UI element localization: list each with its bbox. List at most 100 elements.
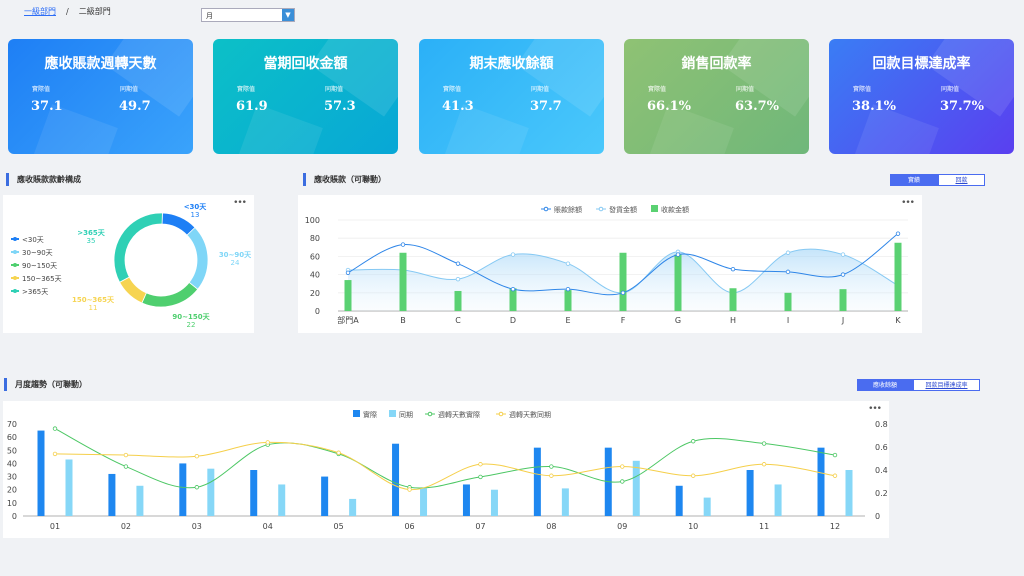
tab-target-rate[interactable]: 回款目標達成率: [913, 379, 980, 391]
x-tick-label: 11: [759, 522, 769, 531]
line-point: [840, 272, 846, 277]
kpi-card[interactable]: 期末應收餘額 實際值 同期值 41.3 37.7: [419, 39, 604, 154]
line-point: [832, 452, 838, 458]
x-tick-label: G: [675, 316, 681, 325]
receivable-panel: ••• 0 20 40 60 80 100 部門A B C D E F G H I J K 賬款餘額 發貨金額 收款金…: [298, 195, 922, 333]
chevron-down-icon[interactable]: ▼: [282, 9, 294, 21]
kpi-actual-label: 實際值: [32, 86, 51, 93]
x-tick-label: C: [455, 316, 461, 325]
bar: [250, 470, 258, 516]
kpi-prior-label: 同期值: [325, 86, 344, 93]
kpi-actual-label: 實際值: [853, 86, 872, 93]
line-series: [54, 428, 836, 489]
bar: [278, 484, 286, 516]
kpi-actual-label: 實際值: [648, 86, 667, 93]
aging-more-icon[interactable]: •••: [233, 198, 247, 208]
y-left-tick-label: 30: [7, 473, 17, 482]
kpi-actual-label: 實際值: [237, 86, 256, 93]
legend-label: 週轉天數同期: [509, 410, 551, 419]
period-select-value: 月: [206, 12, 213, 20]
line-point: [549, 473, 554, 478]
tab-actual[interactable]: 實績: [890, 174, 938, 186]
y-left-tick-label: 0: [12, 512, 17, 521]
x-tick-label: 06: [404, 522, 414, 531]
line-point: [785, 269, 791, 275]
kpi-prior-label: 同期值: [736, 86, 755, 93]
kpi-prior-value: 37.7%: [940, 99, 985, 114]
line-point: [345, 270, 351, 275]
bar: [65, 459, 73, 516]
slice-value: 35: [87, 237, 96, 245]
aging-donut-chart: <30天30~90天90~150天150~365天>365天<30天1330~9…: [11, 203, 252, 329]
y-right-tick-label: 0.2: [875, 489, 888, 498]
receivable-chart: 0 20 40 60 80 100 部門A B C D E F G H I J K 賬款餘額 發貨金額 收款金額: [305, 205, 908, 325]
breadcrumb: 一級部門 / 二級部門: [24, 6, 111, 17]
line-point: [400, 242, 406, 247]
kpi-prior-value: 63.7%: [735, 99, 780, 114]
line-point: [620, 290, 626, 295]
x-tick-label: 08: [546, 522, 556, 531]
area-fill: [348, 249, 898, 311]
monthly-section-title: 月度趨勢（可聯動）: [4, 378, 87, 391]
bar: [894, 242, 902, 311]
kpi-card[interactable]: 回款目標達成率 實際值 同期值 38.1% 37.7%: [829, 39, 1014, 154]
aging-section-title: 應收賬款款齡構成: [6, 173, 81, 186]
bar: [839, 289, 847, 311]
y-tick-label: 40: [310, 271, 320, 280]
x-tick-label: D: [510, 316, 516, 325]
kpi-card[interactable]: 應收賬款週轉天數 實際值 同期值 37.1 49.7: [8, 39, 193, 154]
line-point: [620, 479, 625, 484]
period-select[interactable]: 月 ▼: [201, 8, 295, 22]
legend-swatch: [13, 289, 17, 293]
line-point: [690, 439, 696, 444]
y-tick-label: 20: [310, 289, 320, 298]
slice-label: >365天: [77, 229, 105, 237]
bar: [632, 460, 640, 516]
bar: [207, 468, 215, 516]
monthly-chart: 0 10 20 30 40 50 60 70 0 0.2 0.4 0.6 0.8 01 02 03 04 05 06…: [7, 410, 888, 531]
kpi-actual-label: 實際值: [443, 86, 462, 93]
kpi-actual-value: 41.3: [442, 99, 474, 114]
y-right-tick-label: 0.6: [875, 443, 888, 452]
x-tick-label: 05: [334, 522, 344, 531]
bar: [784, 292, 792, 311]
monthly-tabs: 應收餘額 回款目標達成率: [857, 379, 980, 391]
area-point: [785, 250, 791, 255]
area-point: [510, 252, 516, 257]
kpi-prior-value: 57.3: [324, 99, 356, 114]
slice-label: 90~150天: [172, 313, 210, 321]
tab-collection[interactable]: 回款: [938, 174, 985, 186]
x-tick-label: 09: [617, 522, 627, 531]
monthly-more-icon[interactable]: •••: [868, 404, 882, 414]
receivable-more-icon[interactable]: •••: [901, 198, 915, 208]
bar: [399, 252, 407, 311]
y-tick-label: 0: [315, 307, 320, 316]
line-point: [478, 462, 483, 467]
line-point: [761, 441, 767, 446]
tab-receivable-balance[interactable]: 應收餘額: [857, 379, 913, 391]
legend-label: 實際: [363, 410, 377, 419]
kpi-card[interactable]: 當期回收金額 實際值 同期值 61.9 57.3: [213, 39, 398, 154]
bar: [321, 476, 329, 516]
line-point: [730, 266, 736, 272]
legend-swatch: [389, 410, 396, 417]
breadcrumb-level2: 二級部門: [78, 7, 111, 16]
legend-label: 賬款餘額: [554, 205, 582, 214]
area-point: [565, 261, 571, 266]
legend-label: 30~90天: [22, 249, 53, 257]
kpi-actual-value: 37.1: [31, 99, 63, 114]
bar: [462, 484, 470, 516]
x-tick-label: 部門A: [337, 315, 359, 325]
bar: [108, 473, 116, 516]
x-tick-label: 01: [50, 522, 60, 531]
bar: [136, 485, 144, 516]
line-point: [52, 451, 58, 457]
bar: [845, 470, 853, 516]
legend-swatch: [13, 263, 17, 267]
x-tick-label: 10: [688, 522, 698, 531]
kpi-card[interactable]: 銷售回款率 實際值 同期值 66.1% 63.7%: [624, 39, 809, 154]
kpi-prior-label: 同期值: [531, 86, 550, 93]
line-point: [194, 485, 200, 490]
breadcrumb-level1-link[interactable]: 一級部門: [24, 7, 56, 16]
bar: [509, 288, 517, 311]
